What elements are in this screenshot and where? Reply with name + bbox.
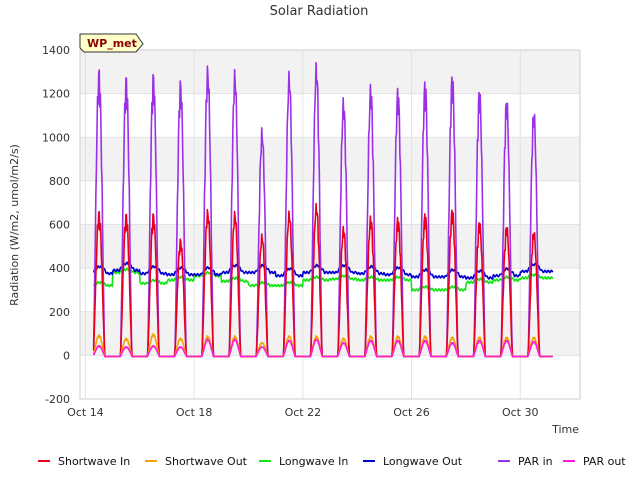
y-axis-ticks: -200 0 200 400 600 800 1000 1200 1400 [42, 44, 70, 406]
plot-band [80, 137, 580, 181]
plot-band [80, 50, 580, 94]
series-lines [92, 61, 554, 358]
legend-label: Longwave Out [383, 455, 463, 468]
station-badge: WP_met [79, 33, 144, 53]
legend-label: PAR out [583, 455, 626, 468]
y-tick-label: 1400 [42, 44, 70, 57]
legend-label: PAR in [518, 455, 553, 468]
chart-title: Solar Radiation [270, 4, 369, 19]
plot-band [80, 268, 580, 312]
plot-band [80, 311, 580, 356]
x-tick-label: Oct 22 [285, 406, 322, 419]
plot-band [80, 224, 580, 269]
x-tick-label: Oct 26 [393, 406, 430, 419]
series-line-par-out [92, 338, 553, 358]
plot-background [80, 50, 580, 399]
legend-label: Shortwave In [58, 455, 130, 468]
legend-label: Longwave In [279, 455, 348, 468]
y-tick-label: 1200 [42, 88, 70, 101]
y-tick-label: 0 [63, 349, 70, 362]
station-badge-box [79, 33, 144, 53]
y-tick-label: 200 [49, 306, 70, 319]
legend-label: Shortwave Out [165, 455, 248, 468]
x-axis-label: Time [551, 423, 579, 436]
plot-band [80, 180, 580, 225]
y-tick-label: 400 [49, 262, 70, 275]
plot-frame [79, 49, 581, 400]
y-axis-label: Radiation (W/m2, umol/m2/s) [8, 144, 21, 306]
station-label: WP_met [87, 37, 137, 50]
y-tick-label: 600 [49, 219, 70, 232]
plot-band [80, 355, 580, 399]
x-tick-label: Oct 30 [502, 406, 539, 419]
legend: Shortwave In Shortwave Out Longwave In Long… [38, 455, 626, 468]
x-axis-ticks: Oct 14 Oct 18 Oct 22 Oct 26 Oct 30 [67, 406, 538, 419]
x-tick-label: Oct 14 [67, 406, 104, 419]
y-tick-label: 800 [49, 175, 70, 188]
plot-band [80, 93, 580, 138]
y-tick-label: 1000 [42, 131, 70, 144]
y-tick-label: -200 [45, 393, 70, 406]
x-tick-label: Oct 18 [176, 406, 213, 419]
